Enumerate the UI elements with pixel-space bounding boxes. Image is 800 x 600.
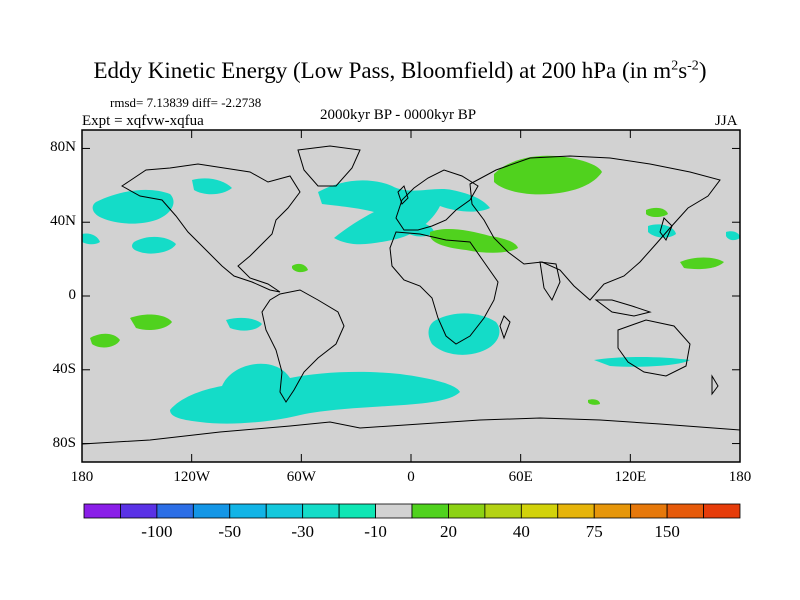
colorbar-swatch: [666, 503, 704, 519]
coast-uk: [397, 185, 409, 205]
title-sup-neg2: -2: [687, 58, 699, 74]
title-sup-2: 2: [671, 58, 679, 74]
patch-positive-central-asia: [646, 207, 668, 217]
colorbar-label: -50: [218, 522, 242, 541]
patch-negative-us: [192, 178, 232, 195]
lat-tick-label: 40N: [50, 213, 76, 230]
colorbar-swatch: [630, 503, 668, 519]
coast-australia: [617, 319, 691, 377]
colorbar-swatch: [484, 503, 522, 519]
colorbar-swatch: [192, 503, 231, 519]
experiment-label: Expt = xqfvw-xqfua: [82, 113, 204, 129]
colorbar-swatch: [338, 503, 376, 519]
season-label: JJA: [715, 113, 738, 129]
patch-positive-south-pacific: [90, 333, 120, 348]
colorbar-swatch: [448, 503, 486, 519]
patch-negative-chile: [226, 317, 262, 331]
colorbar-label: 20: [439, 522, 457, 541]
colorbar-label: -30: [291, 522, 314, 541]
patch-negative-atlantic-mid: [82, 233, 100, 245]
colorbar: [83, 503, 741, 519]
coast-south-america: [261, 289, 345, 403]
plot-title: Eddy Kinetic Energy (Low Pass, Bloomfiel…: [0, 58, 800, 84]
coast-india: [539, 261, 561, 302]
patch-positive-indian-south: [588, 399, 600, 405]
colorbar-swatch: [557, 503, 595, 519]
patch-positive-siberia: [494, 155, 602, 195]
title-end: ): [698, 58, 707, 83]
colorbar-swatch: [593, 503, 632, 519]
colorbar-swatch: [156, 503, 194, 519]
coast-greenland: [297, 145, 361, 187]
lon-tick-label: 180: [728, 469, 752, 485]
stats-label: rmsd= 7.13839 diff= -2.2738: [110, 95, 262, 110]
colorbar-swatch: [83, 503, 121, 519]
coast-indonesia: [594, 299, 652, 317]
patch-negative-north-pacific: [318, 180, 490, 245]
lat-tick-label: 0: [68, 287, 77, 303]
colorbar-swatch: [411, 503, 449, 519]
coast-asia: [469, 155, 721, 301]
patch-negative-south-atlantic: [428, 313, 500, 355]
colorbar-swatch: [265, 503, 304, 519]
lon-tick-label: 60E: [508, 469, 533, 485]
patch-positive-mediterranean: [430, 229, 518, 253]
colorbar-swatch: [302, 503, 340, 519]
lat-tick-label: 80S: [52, 434, 76, 451]
coast-europe: [395, 169, 479, 231]
colorbar-swatch: [375, 503, 413, 519]
coast-north-america: [121, 163, 301, 293]
lon-tick-label: 0: [407, 469, 415, 485]
colorbar-label: -10: [364, 522, 387, 541]
patch-negative-southern: [170, 363, 460, 424]
coast-madagascar: [499, 315, 511, 340]
colorbar-label: -100: [141, 522, 173, 541]
lat-tick-label: 40S: [52, 360, 76, 377]
patch-positive-north-pacific: [680, 257, 724, 270]
colorbar-swatch: [520, 503, 559, 519]
coast-japan: [659, 217, 673, 241]
colorbar-label: 75: [585, 522, 603, 541]
colorbar-swatch: [703, 503, 741, 519]
coast-africa: [389, 231, 499, 345]
longitude-axis: [81, 130, 741, 462]
lat-tick-label: 80N: [50, 139, 76, 156]
title-main: Eddy Kinetic Energy (Low Pass, Bloomfiel…: [93, 58, 672, 83]
title-mid: s: [678, 58, 688, 83]
colorbar-swatch: [229, 503, 267, 519]
lon-tick-label: 120E: [614, 469, 647, 485]
lon-tick-label: 60W: [286, 469, 316, 485]
colorbar-label: 40: [512, 522, 530, 541]
coastlines: [81, 145, 741, 445]
lon-tick-label: 180: [70, 469, 94, 485]
patch-negative-australia: [594, 357, 690, 367]
coast-antarctica: [81, 417, 741, 445]
patch-negative-pacific-small: [132, 236, 176, 254]
patch-negative-east-pacific: [726, 231, 740, 241]
colorbar-label: 150: [654, 522, 680, 541]
patch-positive-tropical-pacific: [130, 314, 172, 330]
latitude-axis: [82, 147, 740, 445]
coast-new-zealand: [711, 374, 719, 396]
colorbar-swatch: [120, 503, 158, 519]
patch-positive-gulf: [292, 263, 308, 273]
patch-negative-japan: [648, 224, 676, 238]
period-label: 2000kyr BP - 0000kyr BP: [320, 107, 477, 123]
lon-tick-label: 120W: [173, 469, 210, 485]
